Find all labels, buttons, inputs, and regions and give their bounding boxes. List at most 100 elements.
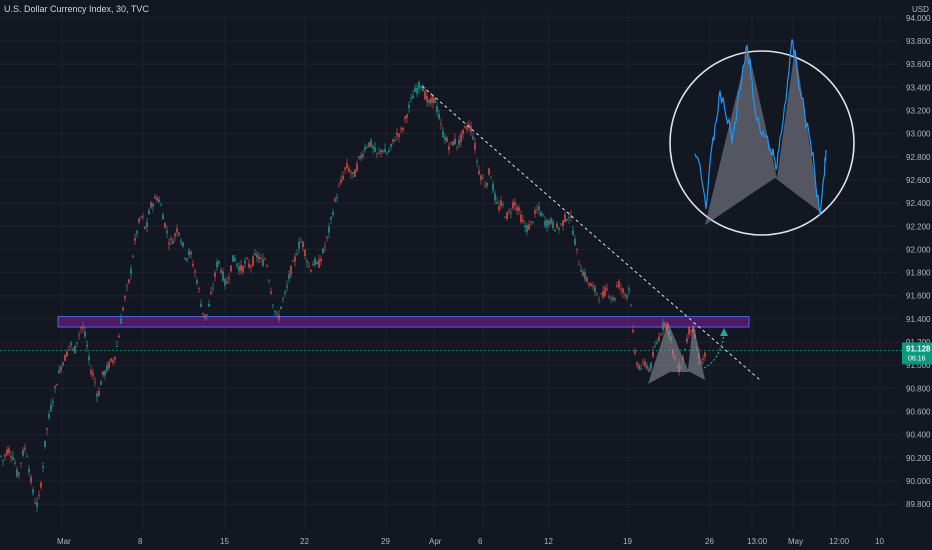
candle-body xyxy=(616,285,618,287)
candle-body xyxy=(462,129,464,135)
candle-body xyxy=(48,413,50,418)
candle-body xyxy=(102,371,104,376)
candle-body xyxy=(282,298,284,299)
candle-body xyxy=(4,454,6,457)
candle-body xyxy=(472,136,474,140)
candle-body xyxy=(250,265,252,268)
inset-price-line xyxy=(694,39,827,216)
candle-body xyxy=(130,268,132,274)
candle-body xyxy=(262,259,264,267)
candle-body xyxy=(548,220,550,225)
candle-body xyxy=(480,175,482,180)
candle-body xyxy=(632,330,634,333)
candle-body xyxy=(206,314,208,316)
x-tick-label: 19 xyxy=(623,537,632,546)
candle-body xyxy=(86,344,88,347)
candle-body xyxy=(386,153,388,155)
support-zone[interactable] xyxy=(57,316,750,328)
candle-body xyxy=(640,367,642,369)
candle-body xyxy=(26,456,28,457)
candle-body xyxy=(110,358,112,362)
candle-body xyxy=(702,358,704,360)
candle-body xyxy=(76,342,78,344)
candle-body xyxy=(156,197,158,201)
candle-body xyxy=(316,261,318,264)
candle-body xyxy=(320,258,322,262)
candles xyxy=(0,80,706,513)
candle-body xyxy=(518,207,520,211)
x-tick-label: 13:00 xyxy=(747,537,768,546)
candle-body xyxy=(348,168,350,172)
candle-body xyxy=(528,224,530,230)
y-tick-label: 90.800 xyxy=(906,384,931,393)
candle-body xyxy=(322,248,324,253)
candle-body xyxy=(220,270,222,273)
candle-body xyxy=(366,146,368,148)
y-tick-label: 90.400 xyxy=(906,431,931,440)
candle-body xyxy=(636,362,638,366)
candle-body xyxy=(506,212,508,220)
candle-body xyxy=(90,370,92,374)
candle-body xyxy=(570,215,572,218)
candle-body xyxy=(662,322,664,330)
candle-body xyxy=(330,217,332,220)
price-axis[interactable]: 94.000 93.800 93.600 93.400 93.200 93.000 92.8… xyxy=(906,14,931,509)
candle-body xyxy=(164,222,166,228)
time-axis[interactable]: Mar 8 15 22 29 Apr 6 12 19 26 13:00 May 12:00 10 xyxy=(57,537,884,546)
breakout-arrow[interactable] xyxy=(703,333,725,369)
candle-body xyxy=(308,265,310,267)
candle-body xyxy=(596,293,598,295)
candle-body xyxy=(532,221,534,223)
candle-body xyxy=(140,216,142,218)
candle-body xyxy=(150,202,152,208)
candle-body xyxy=(96,393,98,397)
candle-body xyxy=(420,86,422,88)
candle-body xyxy=(446,137,448,142)
candle-body xyxy=(214,272,216,277)
candle-body xyxy=(454,138,456,145)
candle-body xyxy=(438,113,440,119)
candle-body xyxy=(414,87,416,92)
candle-body xyxy=(550,218,552,224)
candle-body xyxy=(292,261,294,262)
candle-body xyxy=(362,154,364,157)
candle-body xyxy=(588,282,590,285)
candle-body xyxy=(540,211,542,217)
candle-body xyxy=(82,326,84,329)
candle-body xyxy=(388,150,390,153)
candle-body xyxy=(132,256,134,258)
resistance-trendline[interactable] xyxy=(421,85,761,381)
candle-body xyxy=(660,334,662,336)
candle-body xyxy=(492,184,494,191)
x-tick-label: 12 xyxy=(544,537,553,546)
candle-body xyxy=(78,333,80,335)
candle-body xyxy=(648,368,650,372)
candle-body xyxy=(278,315,280,320)
candle-body xyxy=(642,361,644,363)
candle-body xyxy=(56,384,58,386)
candle-body xyxy=(148,210,150,215)
candle-body xyxy=(166,230,168,233)
candle-body xyxy=(334,198,336,202)
candle-body xyxy=(378,152,380,154)
candle-body xyxy=(434,98,436,103)
candle-body xyxy=(62,362,64,366)
candle-body xyxy=(242,266,244,273)
candle-body xyxy=(12,456,14,460)
candle-body xyxy=(688,326,690,335)
candle-body xyxy=(526,225,528,232)
candle-body xyxy=(586,277,588,282)
candle-body xyxy=(38,494,40,496)
candle-body xyxy=(606,288,608,290)
candle-body xyxy=(40,482,42,488)
candle-body xyxy=(496,202,498,204)
candle-body xyxy=(182,242,184,247)
candle-body xyxy=(226,281,228,284)
y-tick-label: 89.800 xyxy=(906,500,931,509)
candle-body xyxy=(590,283,592,287)
candle-body xyxy=(210,292,212,294)
candle-body xyxy=(298,242,300,249)
pattern-triangles[interactable] xyxy=(648,322,705,384)
candle-body xyxy=(652,351,654,357)
